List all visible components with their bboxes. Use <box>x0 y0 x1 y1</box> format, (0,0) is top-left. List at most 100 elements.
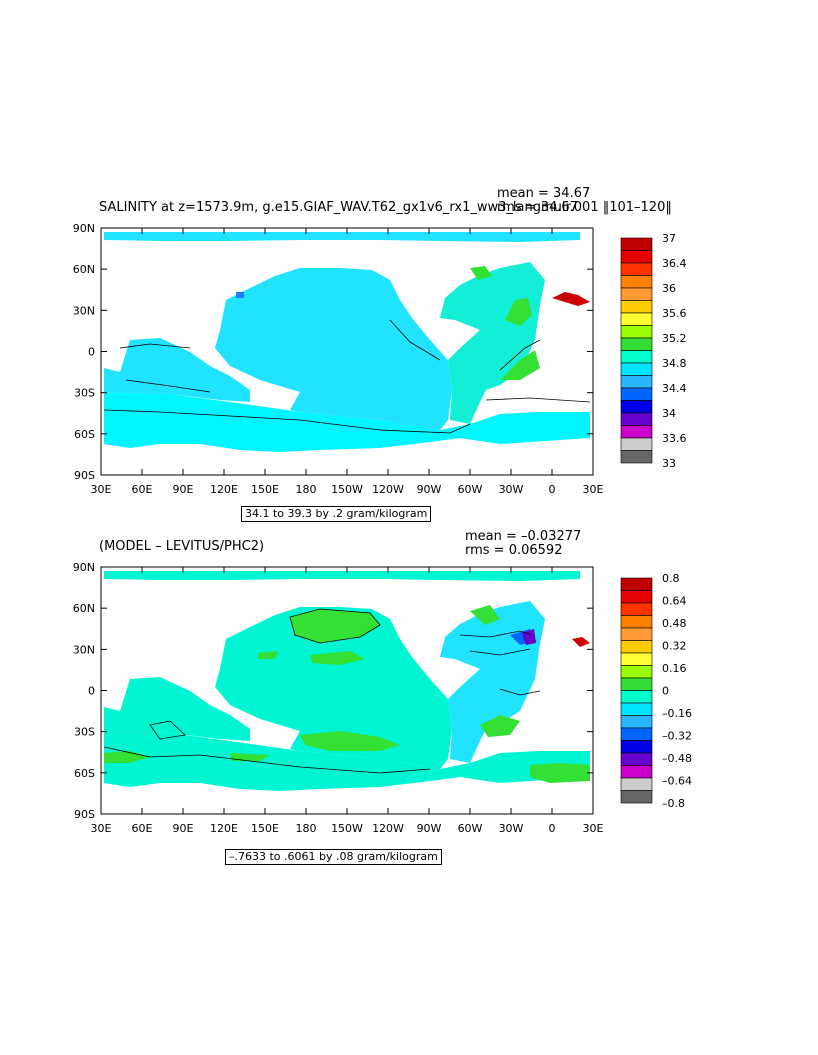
colorbar-label: 36 <box>662 282 676 295</box>
colorbar-swatch <box>620 752 653 766</box>
positive-anomaly <box>530 763 590 783</box>
lon-tick-label: 180 <box>296 483 317 496</box>
lon-tick-label: 30E <box>91 483 112 496</box>
colorbar-label: –0.64 <box>662 775 692 788</box>
colorbar-swatch <box>620 337 653 351</box>
colorbar-swatch <box>620 602 653 616</box>
lat-tick-label: 30S <box>74 387 95 400</box>
lon-ticks-top: 30E 60E 90E 120E 150E 180 150W 120W 90W 60W 30W 0 30… <box>91 228 604 496</box>
positive-anomaly <box>470 605 500 625</box>
colorbar-label: 36.4 <box>662 257 687 270</box>
lon-tick-label: 90W <box>417 483 442 496</box>
lon-tick-label: 150E <box>251 483 279 496</box>
rms-value: rms = 34.67 <box>497 200 578 215</box>
colorbar-swatch <box>620 325 653 339</box>
lat-tick-label: 0 <box>88 346 95 359</box>
colorbar-label: 0.16 <box>662 662 687 675</box>
colorbar-swatch <box>620 652 653 666</box>
difference-map: 90N 60N 30N 0 30S 60S 90S 30E 60E 90E 120E 150E 180… <box>73 561 692 835</box>
positive-anomaly <box>104 751 150 763</box>
colorbar-swatch <box>620 677 653 691</box>
lon-tick-label: 0 <box>549 483 556 496</box>
lat-tick-label: 90N <box>73 561 95 574</box>
colorbar-bottom: 0.8 0.64 0.48 0.32 0.16 0 –0.16 –0.32 –0.48 –0.64… <box>620 572 692 810</box>
lon-tick-label: 30E <box>583 822 604 835</box>
colorbar-label: 35.2 <box>662 332 687 345</box>
colorbar-swatch <box>620 262 653 276</box>
salinity-map: 90N 60N 30N 0 30S 60S 90S 30E 60E 90E 120E 150E 180… <box>73 222 687 496</box>
contour-line <box>125 379 211 393</box>
south-atlantic-high <box>500 350 540 380</box>
lat-tick-label: 60N <box>73 263 95 276</box>
colorbar-label: 34.4 <box>662 382 687 395</box>
positive-anomaly <box>258 651 278 659</box>
contour-line <box>103 746 431 774</box>
colorbar-label: 0 <box>662 685 669 698</box>
lon-tick-label: 60E <box>132 483 153 496</box>
colorbar-swatch <box>620 287 653 301</box>
arctic-ocean <box>104 571 580 581</box>
lon-tick-label: 150W <box>331 483 363 496</box>
colorbar-swatch <box>620 237 653 251</box>
contour-line <box>289 608 381 644</box>
positive-anomaly <box>300 731 400 751</box>
lat-tick-label: 60S <box>74 428 95 441</box>
colorbar-swatch <box>620 425 653 439</box>
positive-anomaly <box>310 651 365 665</box>
lon-tick-label: 120W <box>372 822 404 835</box>
colorbar-swatch <box>620 627 653 641</box>
norwegian-sea-patch <box>470 266 492 280</box>
colorbar-swatch <box>620 350 653 364</box>
positive-anomaly <box>480 715 520 737</box>
lat-tick-label: 90S <box>74 808 95 821</box>
indian-ocean <box>104 338 250 402</box>
colorbar-swatch <box>620 375 653 389</box>
colorbar-swatch <box>620 387 653 401</box>
colorbar-swatch <box>620 412 653 426</box>
contour-range-label: 34.1 to 39.3 by .2 gram/kilogram <box>241 506 432 522</box>
lon-ticks-bottom: 30E 60E 90E 120E 150E 180 150W 120W 90W 60W 30W 0 30… <box>91 567 604 835</box>
pacific-ocean <box>215 268 452 430</box>
arctic-ocean <box>104 232 580 242</box>
pacific-ocean <box>215 607 452 769</box>
lat-tick-label: 60N <box>73 602 95 615</box>
colorbar-label: 33.6 <box>662 432 687 445</box>
salinity-map-panel: SALINITY at z=1573.9m, g.e15.GIAF_WAV.T6… <box>0 180 818 525</box>
colorbar-swatch <box>620 777 653 791</box>
colorbar-swatch <box>620 640 653 654</box>
atlantic-high-salinity <box>505 298 532 326</box>
contour-line <box>499 339 541 371</box>
lon-tick-label: 30W <box>499 822 524 835</box>
lat-tick-label: 30N <box>73 304 95 317</box>
lon-tick-label: 60W <box>458 822 483 835</box>
positive-anomaly <box>230 753 270 761</box>
colorbar-swatch <box>620 275 653 289</box>
difference-map-panel: (MODEL – LEVITUS/PHC2) mean = –0.03277 r… <box>0 525 818 870</box>
contour-line <box>149 720 186 740</box>
lat-tick-label: 90S <box>74 469 95 482</box>
colorbar-label: 0.64 <box>662 595 687 608</box>
colorbar-swatch <box>620 437 653 451</box>
colorbar-label: –0.8 <box>662 797 685 810</box>
lon-tick-label: 150W <box>331 822 363 835</box>
colorbar-swatch <box>620 727 653 741</box>
colorbar-swatch <box>620 702 653 716</box>
colorbar-swatch <box>620 690 653 704</box>
lon-tick-label: 90E <box>173 822 194 835</box>
colorbar-swatch <box>620 312 653 326</box>
positive-anomaly <box>290 609 380 643</box>
lat-ticks-bottom: 90N 60N 30N 0 30S 60S 90S <box>73 561 593 821</box>
colorbar-label: –0.32 <box>662 730 692 743</box>
map-frame-bottom <box>100 566 594 815</box>
contour-line <box>459 630 533 638</box>
colorbar-swatch <box>620 765 653 779</box>
lon-tick-label: 90W <box>417 822 442 835</box>
mediterranean-outflow <box>572 637 590 647</box>
southern-ocean <box>104 392 590 452</box>
colorbar-label: 0.32 <box>662 640 687 653</box>
mediterranean-outflow <box>552 292 590 306</box>
colorbar-swatch <box>620 790 653 804</box>
lon-tick-label: 30W <box>499 483 524 496</box>
contour-line <box>389 319 441 361</box>
lon-tick-label: 120E <box>210 483 238 496</box>
